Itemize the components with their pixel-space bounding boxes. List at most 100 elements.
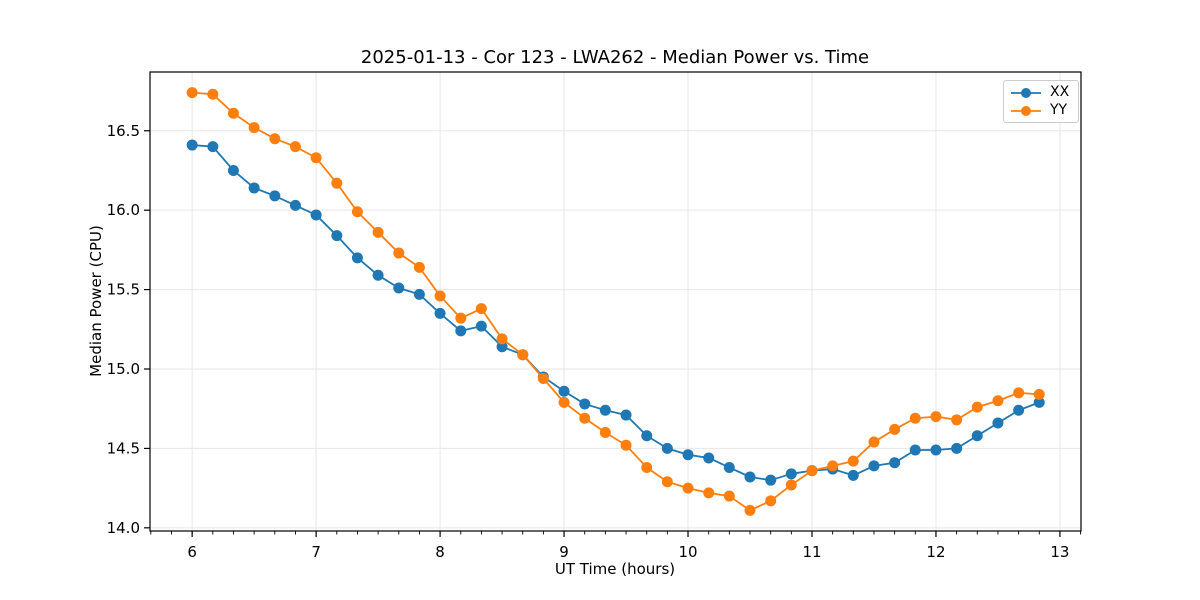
series-marker-YY [517, 349, 529, 361]
series-marker-XX [868, 460, 880, 472]
series-marker-YY [951, 414, 963, 426]
series-marker-XX [599, 404, 611, 416]
series-marker-XX [475, 320, 487, 332]
series-marker-YY [434, 290, 446, 302]
series-marker-YY [393, 247, 405, 259]
series-marker-XX [289, 199, 301, 211]
series-marker-YY [703, 487, 715, 499]
series-marker-YY [496, 333, 508, 345]
series-marker-XX [620, 409, 632, 421]
series-marker-XX [413, 288, 425, 300]
series-marker-YY [207, 88, 219, 100]
legend-line-marker-icon [1011, 105, 1041, 116]
x-tick-label: 9 [559, 543, 569, 561]
y-tick-label: 16.5 [107, 122, 140, 140]
axes-frame [149, 71, 1082, 532]
series-marker-YY [744, 504, 756, 516]
series-marker-YY [331, 177, 343, 189]
chart-title: 2025-01-13 - Cor 123 - LWA262 - Median P… [360, 47, 870, 68]
series-marker-XX [393, 282, 405, 294]
series-marker-YY [455, 312, 467, 324]
y-axis-label: Median Power (CPU) [87, 225, 105, 377]
x-tick-label: 13 [1050, 543, 1069, 561]
series-marker-XX [310, 209, 322, 221]
y-tick-label: 16.0 [107, 201, 140, 219]
series-marker-YY [765, 495, 777, 507]
y-tick-label: 14.0 [107, 519, 140, 537]
series-marker-XX [641, 430, 653, 442]
legend-label-xx: XX [1050, 84, 1070, 100]
series-marker-XX [579, 398, 591, 410]
series-marker-YY [289, 141, 301, 153]
x-tick-label: 12 [926, 543, 945, 561]
series-marker-XX [703, 452, 715, 464]
series-marker-XX [744, 471, 756, 483]
x-tick-label: 6 [187, 543, 197, 561]
series-marker-YY [186, 87, 198, 99]
series-marker-XX [930, 444, 942, 456]
series-marker-YY [310, 152, 322, 164]
series-marker-YY [682, 482, 694, 494]
series-marker-XX [558, 385, 570, 397]
series-marker-YY [847, 455, 859, 467]
series-marker-YY [558, 396, 570, 408]
series-marker-XX [1033, 396, 1045, 408]
series-marker-YY [785, 479, 797, 491]
series-marker-YY [723, 490, 735, 502]
series-marker-YY [351, 206, 363, 218]
x-tick-label: 8 [435, 543, 445, 561]
series-marker-XX [661, 442, 673, 454]
legend: XX YY [1003, 80, 1080, 123]
series-marker-YY [806, 465, 818, 477]
series-marker-XX [847, 469, 859, 481]
series-marker-XX [248, 182, 260, 194]
series-marker-YY [599, 427, 611, 439]
y-tick-label: 14.5 [107, 439, 140, 457]
x-axis-label: UT Time (hours) [554, 560, 676, 578]
series-marker-YY [971, 401, 983, 413]
series-marker-XX [889, 457, 901, 469]
legend-item-xx: XX [1010, 85, 1069, 100]
series-marker-YY [889, 423, 901, 435]
series-marker-XX [455, 325, 467, 337]
series-marker-XX [351, 252, 363, 264]
series-marker-XX [227, 164, 239, 176]
series-marker-YY [992, 395, 1004, 407]
series-marker-XX [372, 269, 384, 281]
series-marker-YY [269, 133, 281, 145]
series-marker-YY [475, 303, 487, 315]
series-marker-YY [930, 411, 942, 423]
series-marker-XX [186, 139, 198, 151]
series-marker-YY [909, 412, 921, 424]
series-marker-XX [269, 190, 281, 202]
series-marker-YY [372, 226, 384, 238]
series-marker-YY [1033, 388, 1045, 400]
series-marker-YY [1013, 387, 1025, 399]
series-marker-YY [413, 261, 425, 273]
x-tick-label: 7 [311, 543, 321, 561]
series-marker-XX [909, 444, 921, 456]
series-marker-XX [765, 474, 777, 486]
legend-item-yy: YY [1010, 103, 1069, 118]
series-marker-YY [641, 461, 653, 473]
x-tick-label: 11 [802, 543, 821, 561]
series-marker-YY [579, 412, 591, 424]
series-marker-XX [785, 468, 797, 480]
series-marker-YY [537, 373, 549, 385]
y-tick-label: 15.0 [107, 360, 140, 378]
series-marker-XX [207, 141, 219, 153]
series-marker-YY [827, 460, 839, 472]
series-marker-XX [971, 430, 983, 442]
series-marker-YY [227, 107, 239, 119]
legend-label-yy: YY [1050, 102, 1068, 118]
series-marker-XX [682, 449, 694, 461]
series-marker-XX [331, 230, 343, 242]
series-marker-XX [723, 461, 735, 473]
series-marker-YY [661, 476, 673, 488]
series-marker-XX [434, 307, 446, 319]
series-marker-YY [868, 436, 880, 448]
legend-line-marker-icon [1011, 87, 1041, 98]
x-tick-label: 10 [678, 543, 697, 561]
